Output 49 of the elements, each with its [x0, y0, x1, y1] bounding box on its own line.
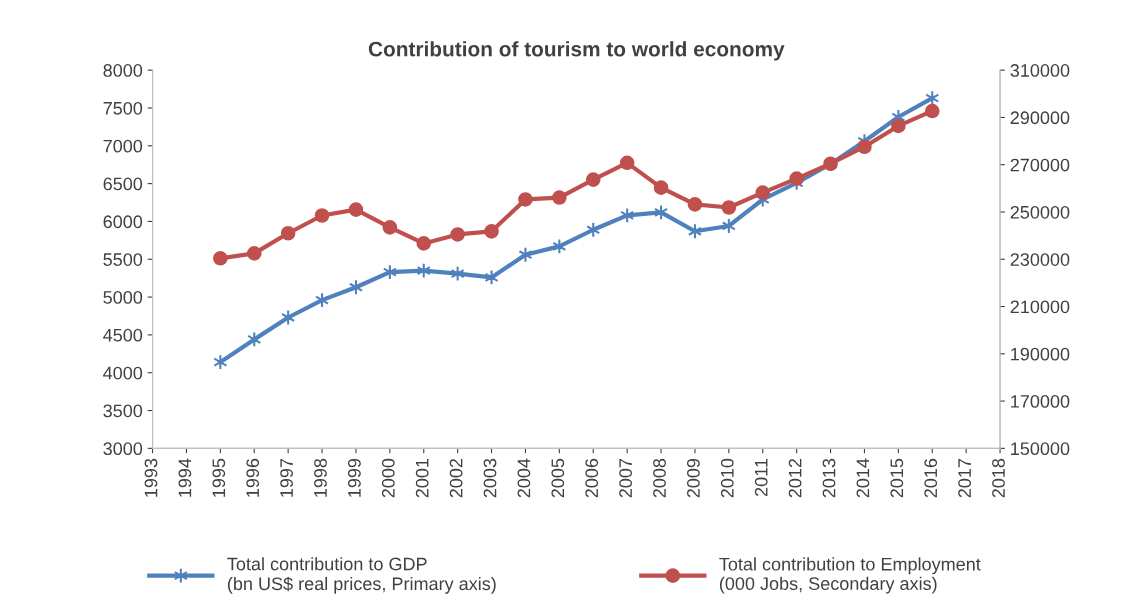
x-tick-label: 2007	[619, 458, 632, 498]
legend-label: Total contribution to Employment (000 Jobs, Secondary axis)	[719, 557, 981, 594]
x-tick-label: 1996	[246, 458, 260, 497]
x-tick-label: 2012	[788, 458, 802, 498]
y2-tick-label: 310000	[1010, 64, 1070, 77]
x-tick-label: 1998	[314, 458, 327, 497]
y-tick-label: 5500	[103, 253, 143, 266]
y-tick-label: 4500	[103, 328, 143, 342]
x-tick-label: 2001	[415, 458, 429, 498]
x-tick-label: 2018	[992, 458, 1005, 498]
y2-tick-label: 150000	[1011, 442, 1070, 456]
x-tick-label: 2011	[754, 458, 768, 496]
y2-tick-label: 230000	[1010, 253, 1070, 266]
y2-tick-label: 250000	[1010, 205, 1070, 219]
legend-label: Total contribution to GDP (bn US$ real prices, Primary axis)	[227, 557, 496, 594]
y-tick-label: 5000	[103, 291, 143, 304]
y-tick-label: 8000	[103, 64, 143, 77]
y-tick-label: 6500	[103, 177, 143, 191]
y-tick-label: 7500	[103, 101, 143, 115]
chart-title: Contribution of tourism to world economy	[368, 41, 785, 61]
x-tick-label: 2010	[720, 458, 734, 498]
x-tick-label: 2017	[958, 458, 971, 498]
x-tick-label: 1993	[144, 458, 158, 497]
y2-tick-label: 210000	[1010, 300, 1070, 314]
y2-tick-label: 170000	[1011, 395, 1070, 408]
y-tick-label: 3500	[103, 404, 143, 418]
x-tick-label: 1995	[212, 458, 226, 497]
x-tick-label: 2006	[585, 458, 599, 498]
x-tick-label: 2014	[856, 458, 870, 498]
x-tick-label: 2016	[924, 458, 938, 498]
y-tick-label: 4000	[103, 366, 143, 380]
x-tick-label: 2003	[483, 458, 497, 498]
x-tick-label: 1999	[348, 458, 361, 497]
y2-tick-label: 190000	[1011, 347, 1070, 361]
x-tick-label: 2002	[449, 458, 463, 498]
x-tick-label: 2005	[551, 458, 565, 498]
y-tick-label: 7000	[103, 139, 143, 153]
x-tick-label: 2009	[687, 458, 700, 498]
x-tick-label: 2013	[822, 458, 836, 498]
y2-tick-label: 290000	[1010, 111, 1070, 125]
y-tick-label: 6000	[103, 215, 143, 229]
x-tick-label: 2015	[890, 458, 904, 498]
y2-tick-label: 270000	[1010, 158, 1070, 172]
y-tick-label: 3000	[103, 442, 143, 456]
x-tick-label: 2004	[517, 458, 531, 498]
x-tick-label: 1994	[178, 458, 192, 497]
x-tick-label: 1997	[280, 458, 293, 497]
x-tick-label: 2008	[653, 458, 666, 498]
x-tick-label: 2000	[381, 458, 395, 498]
